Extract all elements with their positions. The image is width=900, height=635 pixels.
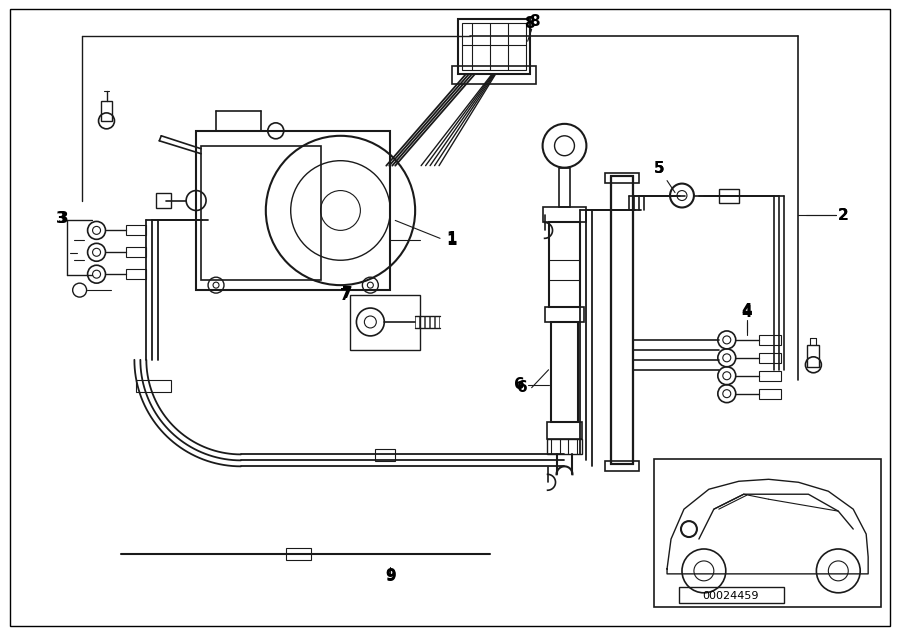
Bar [59, 215, 69, 280]
Bar [462, 23, 526, 70]
Text: 3: 3 [58, 211, 69, 226]
Text: 8: 8 [529, 14, 540, 29]
Bar [544, 307, 584, 322]
Bar [425, 316, 429, 328]
Bar [611, 176, 634, 464]
Bar [101, 101, 112, 121]
Text: 2: 2 [838, 208, 849, 223]
Bar [654, 459, 881, 606]
Bar [350, 295, 420, 350]
Bar [759, 335, 780, 345]
Bar [196, 131, 391, 290]
Bar [137, 380, 171, 392]
Bar [285, 548, 310, 560]
Bar [546, 422, 582, 439]
Text: 00024459: 00024459 [703, 591, 759, 601]
Bar [201, 146, 320, 280]
Bar [611, 176, 634, 464]
Text: 1: 1 [446, 231, 457, 246]
Bar [719, 189, 739, 203]
Text: 7: 7 [342, 286, 353, 300]
Bar [435, 316, 439, 328]
Text: 5: 5 [653, 161, 664, 176]
Bar [606, 173, 639, 183]
Bar [546, 439, 582, 455]
Text: 4: 4 [742, 302, 752, 318]
Bar [452, 66, 536, 84]
Bar [420, 316, 424, 328]
Text: 6: 6 [514, 377, 525, 392]
Text: 6: 6 [518, 380, 528, 395]
Bar [126, 247, 147, 257]
Bar [415, 316, 419, 328]
Bar [807, 345, 819, 367]
Bar [759, 371, 780, 381]
Text: 5: 5 [653, 161, 664, 176]
Text: 7: 7 [340, 288, 351, 303]
Bar [375, 450, 395, 462]
Bar [759, 389, 780, 399]
Bar [551, 322, 579, 422]
Text: 9: 9 [385, 568, 396, 584]
Bar [606, 462, 639, 471]
Bar [679, 587, 784, 603]
Bar [430, 316, 434, 328]
Bar [126, 269, 147, 279]
Text: 8: 8 [525, 16, 535, 30]
Text: 4: 4 [742, 305, 752, 319]
Bar [559, 168, 571, 208]
Bar [549, 222, 580, 307]
Bar [543, 208, 587, 222]
Text: 2: 2 [838, 208, 849, 223]
Bar [126, 225, 147, 236]
Bar [157, 192, 171, 208]
Text: 9: 9 [385, 570, 396, 584]
Bar [458, 19, 530, 74]
Text: 3: 3 [57, 211, 67, 226]
Bar [759, 353, 780, 363]
Text: 1: 1 [446, 233, 457, 248]
